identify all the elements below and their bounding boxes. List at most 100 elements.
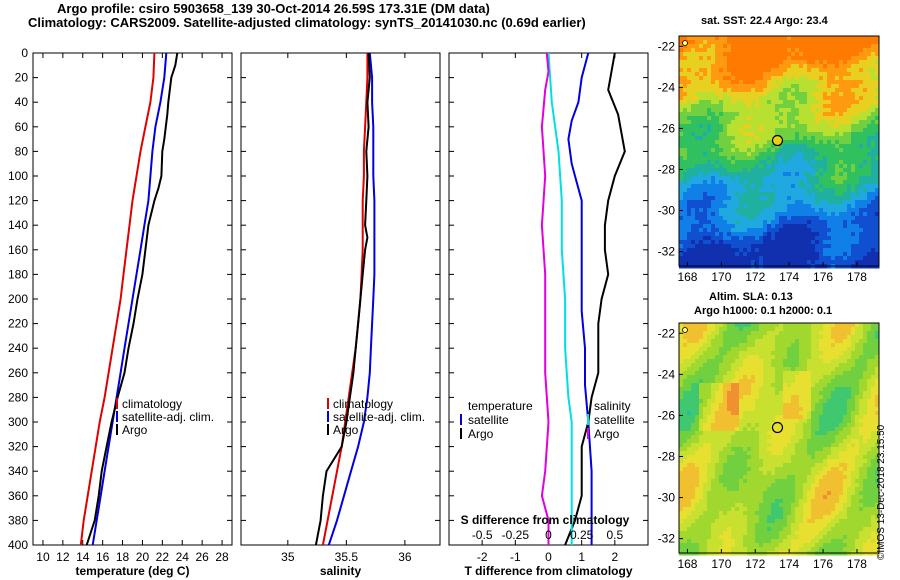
map-cell	[679, 391, 684, 396]
map-cell	[843, 327, 848, 332]
map-cell	[875, 128, 880, 133]
map-y-tick-label: -22	[658, 39, 676, 53]
map-cell	[739, 395, 744, 400]
map-cell	[787, 439, 792, 444]
map-cell	[715, 427, 720, 432]
map-cell	[823, 431, 828, 436]
map-cell	[799, 367, 804, 372]
map-cell	[787, 212, 792, 217]
map-cell	[735, 331, 740, 336]
map-cell	[803, 164, 808, 169]
map-cell	[683, 176, 688, 181]
map-cell	[799, 371, 804, 376]
map-cell	[867, 375, 872, 380]
map-cell	[799, 224, 804, 229]
map-cell	[847, 371, 852, 376]
map-cell	[687, 172, 692, 177]
map-cell	[811, 72, 816, 77]
map-cell	[795, 391, 800, 396]
map-cell	[719, 343, 724, 348]
map-cell	[835, 363, 840, 368]
map-cell	[751, 256, 756, 261]
map-cell	[771, 371, 776, 376]
map-cell	[791, 112, 796, 117]
map-cell	[723, 252, 728, 257]
map-cell	[763, 192, 768, 197]
map-cell	[783, 220, 788, 225]
map-cell	[687, 232, 692, 237]
map-cell	[819, 168, 824, 173]
map-cell	[815, 463, 820, 468]
map-cell	[767, 152, 772, 157]
map-cell	[735, 128, 740, 133]
map-cell	[775, 339, 780, 344]
map-cell	[819, 244, 824, 249]
map-cell	[691, 236, 696, 241]
map-cell	[703, 44, 708, 49]
map-cell	[707, 359, 712, 364]
map-cell	[739, 224, 744, 229]
map-cell	[855, 443, 860, 448]
map-cell	[751, 168, 756, 173]
map-cell	[731, 379, 736, 384]
map-cell	[743, 92, 748, 97]
map-cell	[751, 459, 756, 464]
map-cell	[791, 367, 796, 372]
map-cell	[815, 156, 820, 161]
map-cell	[819, 347, 824, 352]
map-cell	[851, 327, 856, 332]
map-cell	[871, 415, 876, 420]
map-cell	[691, 439, 696, 444]
map-cell	[823, 136, 828, 141]
map-cell	[719, 124, 724, 129]
map-cell	[855, 84, 860, 89]
y-tick-label: 40	[15, 95, 29, 109]
map-cell	[739, 467, 744, 472]
map-cell	[843, 188, 848, 193]
map-cell	[827, 411, 832, 416]
map-cell	[823, 172, 828, 177]
map-cell	[683, 375, 688, 380]
map-cell	[803, 379, 808, 384]
map-cell	[815, 160, 820, 165]
map-cell	[703, 152, 708, 157]
x-tick-label: 36	[398, 550, 412, 564]
map-cell	[835, 371, 840, 376]
map-cell	[779, 451, 784, 456]
map-cell	[831, 192, 836, 197]
map-cell	[699, 375, 704, 380]
map-cell	[783, 88, 788, 93]
map-cell	[811, 76, 816, 81]
map-cell	[803, 375, 808, 380]
map-cell	[743, 335, 748, 340]
map-cell	[683, 136, 688, 141]
map-cell	[799, 212, 804, 217]
map-cell	[715, 56, 720, 61]
map-cell	[699, 40, 704, 45]
map-cell	[695, 88, 700, 93]
map-cell	[851, 200, 856, 205]
map-cell	[835, 152, 840, 157]
map-cell	[855, 383, 860, 388]
map-cell	[695, 339, 700, 344]
map-cell	[743, 64, 748, 69]
map-cell	[827, 128, 832, 133]
map-cell	[763, 355, 768, 360]
map-cell	[699, 52, 704, 57]
map-cell	[691, 411, 696, 416]
map-cell	[751, 224, 756, 229]
map-cell	[695, 108, 700, 113]
map-cell	[683, 391, 688, 396]
map-cell	[715, 196, 720, 201]
map-cell	[683, 180, 688, 185]
map-cell	[847, 76, 852, 81]
map-cell	[679, 375, 684, 380]
map-cell	[747, 363, 752, 368]
map-cell	[767, 403, 772, 408]
map-cell	[815, 124, 820, 129]
map-cell	[863, 76, 868, 81]
map-cell	[723, 232, 728, 237]
map-cell	[735, 100, 740, 105]
chart-title-line2: Climatology: CARS2009. Satellite-adjuste…	[28, 15, 586, 30]
map-cell	[739, 48, 744, 53]
